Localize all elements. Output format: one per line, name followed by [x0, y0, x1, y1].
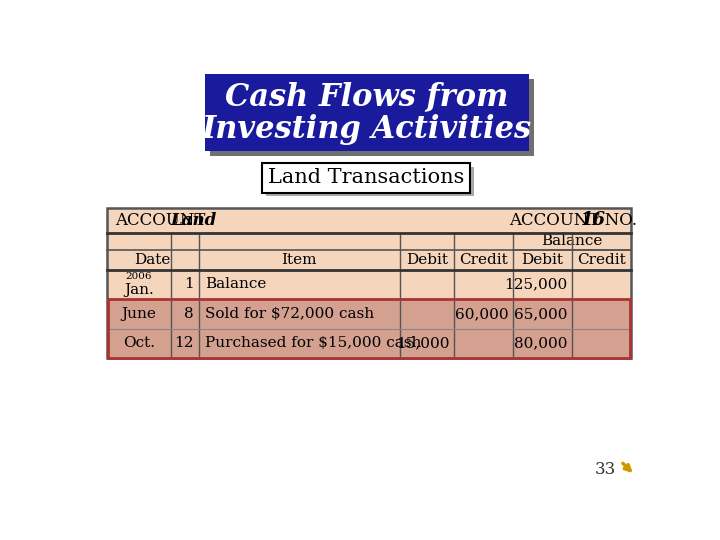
Text: 60,000: 60,000: [455, 307, 508, 321]
Bar: [204, 74, 528, 151]
Text: 33: 33: [595, 461, 616, 477]
Text: 12: 12: [174, 336, 194, 350]
Text: Cash Flows from: Cash Flows from: [225, 82, 508, 113]
Text: 16: 16: [580, 211, 606, 230]
Text: Date: Date: [135, 253, 171, 267]
Text: Jan.: Jan.: [124, 283, 153, 296]
Text: Land Transactions: Land Transactions: [268, 168, 464, 187]
Text: Credit: Credit: [459, 253, 508, 267]
Text: 8: 8: [184, 307, 194, 321]
Text: Debit: Debit: [406, 253, 448, 267]
Text: 80,000: 80,000: [514, 336, 567, 350]
Text: Balance: Balance: [204, 278, 266, 292]
Text: 65,000: 65,000: [514, 307, 567, 321]
Bar: [107, 208, 631, 358]
Bar: [108, 329, 630, 358]
Text: 2006: 2006: [125, 273, 152, 281]
Text: Oct.: Oct.: [123, 336, 155, 350]
Text: Item: Item: [282, 253, 317, 267]
Text: June: June: [122, 307, 156, 321]
Text: Sold for $72,000 cash: Sold for $72,000 cash: [204, 307, 374, 321]
Bar: [108, 299, 630, 358]
Text: ACCOUNT NO.: ACCOUNT NO.: [509, 212, 648, 229]
Text: Balance: Balance: [541, 234, 603, 248]
Text: 1: 1: [184, 278, 194, 292]
Text: ACCOUNT: ACCOUNT: [114, 212, 210, 229]
Text: Debit: Debit: [521, 253, 564, 267]
Text: Investing Activities: Investing Activities: [202, 114, 532, 145]
Bar: [210, 79, 534, 157]
Text: Purchased for $15,000 cash: Purchased for $15,000 cash: [204, 336, 421, 350]
Text: Land: Land: [171, 212, 217, 229]
Bar: [108, 299, 630, 329]
Text: Credit: Credit: [577, 253, 626, 267]
Text: 15,000: 15,000: [396, 336, 449, 350]
Bar: [266, 167, 474, 197]
Bar: [262, 164, 469, 193]
Text: 125,000: 125,000: [504, 278, 567, 292]
